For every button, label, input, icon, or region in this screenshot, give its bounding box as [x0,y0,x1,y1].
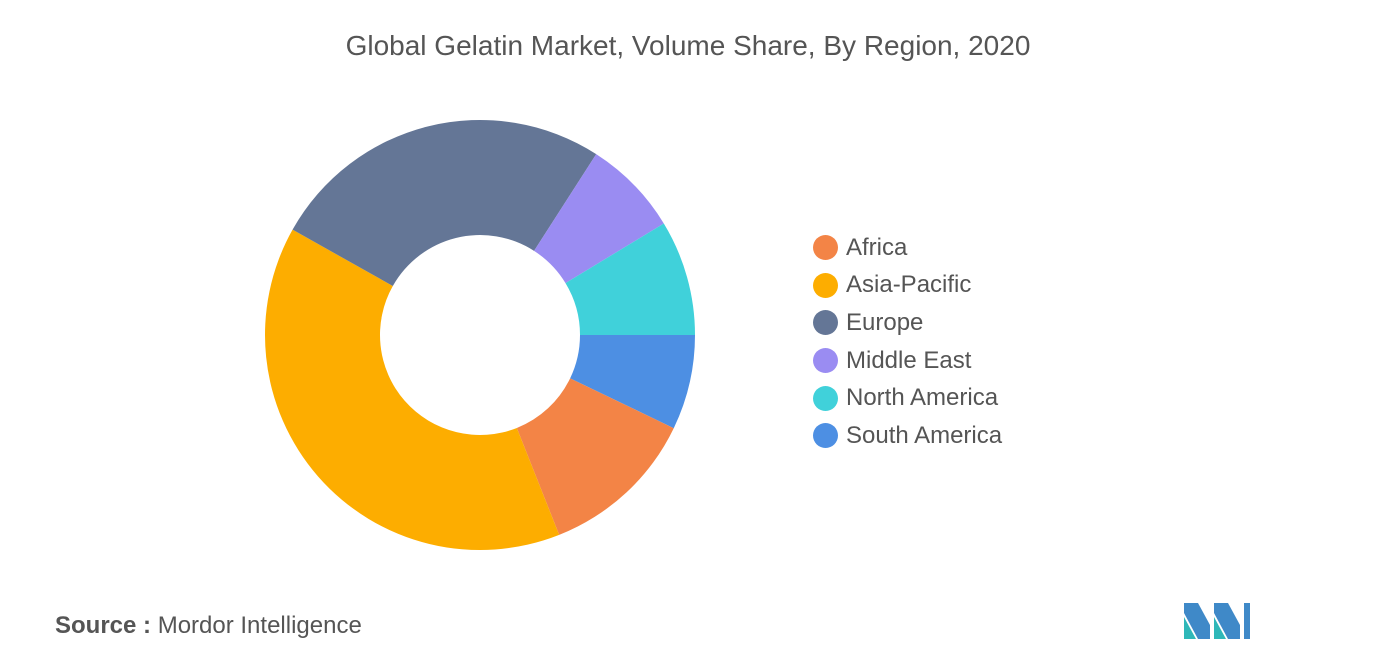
source-text: Mordor Intelligence [157,612,362,639]
slice-middle-east [534,154,664,284]
slice-europe [292,120,597,287]
legend-swatch [813,272,838,298]
legend-item-north-america: North America [813,379,1002,417]
slice-north-america [565,223,695,335]
slice-africa [516,378,674,535]
legend-swatch [813,385,838,411]
legend-item-africa: Africa [813,229,1002,267]
legend-swatch [813,235,838,261]
legend-item-asia-pacific: Asia-Pacific [813,267,1002,305]
legend-swatch [813,310,838,336]
legend-item-europe: Europe [813,304,1002,342]
chart-title: Global Gelatin Market, Volume Share, By … [345,30,1031,61]
legend-label: Asia-Pacific [846,271,972,299]
legend-swatch [813,348,838,374]
legend-label: North America [846,384,999,412]
legend-label: South America [846,421,1003,449]
chart-legend: Africa Asia-Pacific Europe Middle East North… [813,229,1002,455]
source-label: Source : [55,612,152,639]
mordor-intelligence-logo-icon [1184,603,1250,639]
legend-item-south-america: South America [813,417,1002,455]
source-note: Source : Mordor Intelligence [55,612,362,640]
legend-label: Europe [846,308,924,336]
slice-asia-pacific [265,229,560,551]
slice-south-america [570,335,695,429]
legend-label: Africa [846,233,908,261]
legend-label: Middle East [846,346,972,374]
legend-swatch [813,423,838,449]
legend-item-middle-east: Middle East [813,342,1002,380]
